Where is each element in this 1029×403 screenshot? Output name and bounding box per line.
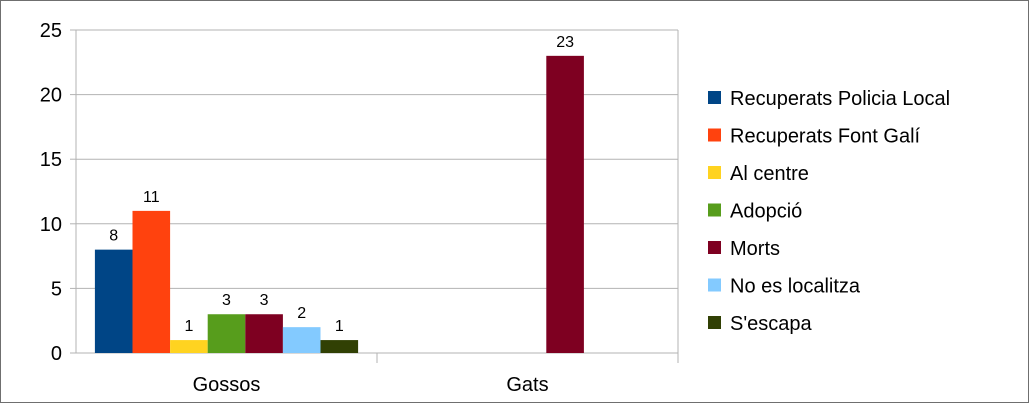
x-category-label: Gats bbox=[506, 374, 548, 396]
legend-label: No es localitza bbox=[730, 276, 861, 298]
legend-label: S'escapa bbox=[730, 313, 813, 335]
bar-gossos-4 bbox=[245, 314, 283, 353]
bar-gossos-6 bbox=[320, 340, 359, 353]
legend-swatch bbox=[708, 316, 721, 329]
legend-swatch bbox=[708, 128, 721, 142]
bar-gats-4 bbox=[546, 55, 584, 354]
legend-label: Morts bbox=[730, 238, 780, 260]
legend-label: Al centre bbox=[730, 163, 809, 185]
bar-gossos-2 bbox=[170, 340, 208, 353]
data-label: 23 bbox=[556, 34, 574, 51]
legend-swatch bbox=[708, 203, 721, 217]
data-label: 1 bbox=[335, 318, 344, 335]
data-label: 3 bbox=[222, 292, 231, 309]
bar-gossos-0 bbox=[94, 249, 133, 353]
data-label: 1 bbox=[184, 318, 193, 335]
y-tick-label: 5 bbox=[51, 278, 62, 300]
legend: Recuperats Policia Local Recuperats Font … bbox=[708, 88, 950, 335]
data-label: 8 bbox=[109, 228, 118, 245]
y-tick-label: 15 bbox=[40, 149, 62, 171]
bar-gossos-1 bbox=[132, 210, 171, 353]
legend-swatch bbox=[708, 241, 721, 254]
bar-gossos-3 bbox=[207, 314, 246, 353]
data-label: 2 bbox=[297, 305, 306, 322]
legend-swatch bbox=[708, 278, 721, 292]
bars bbox=[94, 55, 584, 354]
legend-swatch bbox=[708, 166, 721, 179]
y-tick-label: 10 bbox=[40, 214, 62, 236]
legend-label: Recuperats Policia Local bbox=[730, 88, 950, 110]
legend-swatch bbox=[708, 91, 721, 104]
y-tick-label: 25 bbox=[40, 20, 62, 42]
data-label: 11 bbox=[143, 189, 160, 206]
y-tick-label: 20 bbox=[40, 85, 62, 107]
bar-gossos-5 bbox=[282, 327, 321, 353]
y-tick-label: 0 bbox=[51, 343, 62, 365]
legend-label: Adopció bbox=[730, 201, 802, 223]
data-label: 3 bbox=[260, 292, 269, 309]
legend-label: Recuperats Font Galí bbox=[730, 126, 921, 148]
x-category-label: Gossos bbox=[193, 374, 261, 396]
